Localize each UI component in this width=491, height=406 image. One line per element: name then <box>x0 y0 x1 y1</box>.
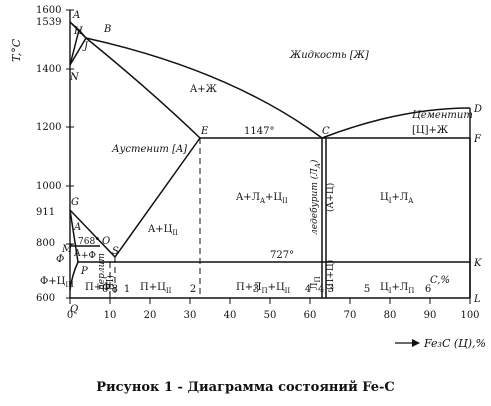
line-AH <box>69 21 80 31</box>
x-top-4: 4 <box>305 284 311 295</box>
label-c1-la: ЦI+ЛA <box>380 192 414 205</box>
line-CD <box>321 107 471 139</box>
label-a-phi: A <box>73 249 81 259</box>
point-G: G <box>71 197 79 208</box>
x-tick-20: 20 <box>144 310 157 321</box>
x-bottom-arrow <box>395 339 420 347</box>
point-B: B <box>103 24 111 35</box>
point-K: K <box>473 258 482 269</box>
x-top-0.8: 0,8 <box>102 284 118 295</box>
y-tick-1600: 1600 <box>36 5 61 16</box>
x-tick-50: 50 <box>264 310 277 321</box>
label-ts-zh: [Ц]+Ж <box>412 125 449 136</box>
x-tick-90: 90 <box>424 310 437 321</box>
label-cementite: Цементит <box>412 110 473 121</box>
line-BC <box>85 37 323 139</box>
label-p-c2: П+ЦII <box>140 282 172 295</box>
x-tick-80: 80 <box>384 310 397 321</box>
y-tick-800: 800 <box>36 238 55 249</box>
label-p-lp-c2: П+ЛП+ЦII <box>236 282 290 295</box>
label-a-c-vertical: (А+Ц) <box>325 183 336 212</box>
line-PQ <box>69 261 79 291</box>
region-labels: Жидкость [Ж] A+Ж Аустенит [A] Цементит [… <box>40 50 473 295</box>
point-phi: Ф <box>56 254 64 265</box>
point-A: A <box>72 10 80 21</box>
label-768: 768° <box>78 237 100 247</box>
line-GP <box>69 209 79 263</box>
x-tick-100: 100 <box>460 310 479 321</box>
point-P: P <box>80 266 88 277</box>
label-a-c2: A+ЦII <box>147 224 178 237</box>
label-1147: 1147° <box>244 126 274 137</box>
x-axis-labels: 0 10 20 30 40 50 60 70 80 90 100 <box>67 310 480 321</box>
point-N: N <box>69 72 80 83</box>
line-ES <box>114 137 201 258</box>
label-perlit: перлит <box>97 253 107 290</box>
point-J: J <box>82 41 89 52</box>
point-O: O <box>102 236 110 247</box>
phase-lines <box>69 21 471 298</box>
y-tick-1400: 1400 <box>36 64 61 75</box>
label-a-la-c2: A+ЛA+ЦII <box>235 192 288 205</box>
label-a-zh: A+Ж <box>189 84 218 95</box>
point-Q: Q <box>70 304 78 315</box>
x-top-6: 6 <box>425 284 431 295</box>
line-HB <box>78 29 87 39</box>
point-F: F <box>473 134 482 145</box>
x-top-5: 5 <box>364 284 370 295</box>
line-JN <box>69 37 87 66</box>
x-tick-30: 30 <box>184 310 197 321</box>
x-bottom-axis-title: Fe₃C (Ц),% <box>423 337 486 350</box>
point-H: H <box>73 26 83 37</box>
x-top-1: 1 <box>124 284 130 295</box>
x-top-axis-title: C,% <box>430 275 450 286</box>
line-JE <box>85 37 201 139</box>
dashed-lines <box>109 138 201 298</box>
x-tick-10: 10 <box>104 310 117 321</box>
figure-caption: Рисунок 1 - Диаграмма состояний Fe-C <box>96 380 395 395</box>
label-phi-c3: Ф+ЦIII <box>40 276 74 289</box>
point-S: S <box>112 246 119 257</box>
point-E: E <box>200 126 209 137</box>
line-HN <box>69 29 80 66</box>
y-tick-1539: 1539 <box>36 17 61 28</box>
label-p-phi: П+Ф <box>85 282 110 293</box>
label-austenite: Аустенит [A] <box>111 144 187 155</box>
fe-c-phase-diagram: 1600 1539 1400 1200 1000 911 800 600 T,°… <box>10 5 486 350</box>
label-p-vertical: (П) <box>105 275 116 290</box>
x-top-4.3: 4,3 <box>318 284 334 295</box>
y-axis-labels: 1600 1539 1400 1200 1000 911 800 600 <box>36 5 61 304</box>
y-tick-911: 911 <box>36 207 55 218</box>
x-tick-60: 60 <box>304 310 317 321</box>
label-liquid: Жидкость [Ж] <box>289 50 369 61</box>
x-top-3: 3 <box>253 284 259 295</box>
x-tick-40: 40 <box>224 310 237 321</box>
y-tick-1000: 1000 <box>36 181 61 192</box>
y-tick-600: 600 <box>36 293 55 304</box>
y-axis-title: T,°C <box>10 38 23 62</box>
label-p-c-vertical: (П+Ц) <box>325 260 336 290</box>
x-top-labels: 0,8 1 2 3 4 4,3 5 6 <box>102 284 431 295</box>
label-c1-lp: ЦI+ЛП <box>380 282 414 295</box>
point-D: D <box>473 104 482 115</box>
x-ticks <box>69 298 471 304</box>
x-tick-0: 0 <box>67 310 73 321</box>
point-L: L <box>473 294 481 305</box>
label-plus-phi: +Ф <box>81 251 96 261</box>
point-labels: A H B J N E C D F G O S P M K L Q Ф A <box>56 10 482 315</box>
y-tick-1200: 1200 <box>36 122 61 133</box>
x-tick-70: 70 <box>344 310 357 321</box>
x-top-2: 2 <box>190 284 196 295</box>
point-M: M <box>61 244 73 255</box>
line-GS <box>69 209 116 258</box>
point-C: C <box>322 126 330 137</box>
point-A2: A <box>73 222 81 233</box>
label-lp-vertical: ЛП <box>310 276 322 290</box>
label-ledeburit: ледебурит (ЛA) <box>309 159 322 235</box>
label-727: 727° <box>270 250 294 261</box>
